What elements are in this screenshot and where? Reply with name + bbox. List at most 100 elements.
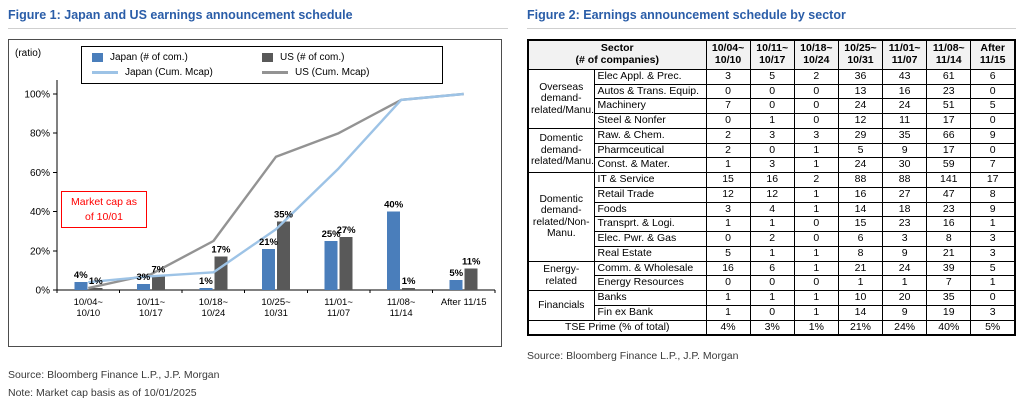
count-cell: 3 xyxy=(749,157,795,174)
bar-japan xyxy=(324,241,338,291)
legend-item: Japan (Cum. Mcap) xyxy=(92,67,262,78)
sector-group-cell: Energy-related xyxy=(527,260,595,292)
tse-prime-value: 5% xyxy=(970,319,1016,336)
sector-row: Machinery 7 0 0 24 24 51 5 xyxy=(528,98,1016,115)
sector-row: Domentic demand-related/Manu. Raw. & Chem… xyxy=(527,127,1016,174)
count-cell: 16 xyxy=(749,172,795,188)
count-cell: 2 xyxy=(705,142,751,159)
legend-item: US (# of com.) xyxy=(262,52,432,63)
count-cell: 1 xyxy=(793,186,839,203)
count-cell: 17 xyxy=(926,113,972,129)
japan-bar-label: 4% xyxy=(74,271,88,282)
bar-us xyxy=(89,288,103,291)
count-cell: 29 xyxy=(837,127,884,144)
sector-row: Elec. Pwr. & Gas 0 2 0 6 3 8 3 xyxy=(528,231,1016,247)
x-tick-label: After 11/15 xyxy=(441,297,487,308)
japan-bar-label: 21% xyxy=(259,237,279,248)
sector-name-cell: Real Estate xyxy=(593,245,707,262)
count-cell: 0 xyxy=(749,83,795,100)
sector-group-cell: Domentic demand-related/Manu. xyxy=(527,127,595,174)
sector-name-cell: Retail Trade xyxy=(593,186,707,203)
count-cell: 16 xyxy=(926,216,972,233)
week-column-header: 10/25~ 10/31 xyxy=(837,39,884,70)
count-cell: 18 xyxy=(882,201,928,218)
figure1-title: Figure 1: Japan and US earnings announce… xyxy=(8,5,508,30)
count-cell: 1 xyxy=(793,201,839,218)
cum-mcap-lines xyxy=(88,93,464,290)
sector-name-cell: Energy Resources xyxy=(593,275,707,292)
count-cell: 7 xyxy=(970,157,1016,174)
x-axis-labels: 10/04~10/1010/11~10/1710/18~10/2410/25~1… xyxy=(74,297,487,319)
count-cell: 0 xyxy=(793,275,839,292)
legend-line-swatch xyxy=(92,71,118,75)
count-cell: 88 xyxy=(837,172,884,188)
count-cell: 0 xyxy=(705,275,751,292)
sector-name-cell: Elec. Pwr. & Gas xyxy=(593,231,707,247)
count-cell: 1 xyxy=(705,304,751,321)
count-cell: 13 xyxy=(837,83,884,100)
x-tick-label: 10/04~ xyxy=(74,297,104,308)
figure1-chart-area: (ratio) 0% 20% 40% 60% 80% 100% 4% 1% 3% 7% 1% 17% 21… xyxy=(8,39,502,348)
count-cell: 6 xyxy=(749,260,795,277)
count-cell: 21 xyxy=(837,260,884,277)
japan-bar-label: 3% xyxy=(136,272,150,283)
bars xyxy=(74,211,478,291)
y-tick-label: 100% xyxy=(24,90,50,101)
count-cell: 0 xyxy=(970,113,1016,129)
count-cell: 51 xyxy=(926,98,972,115)
count-cell: 1 xyxy=(705,157,751,174)
legend-item: US (Cum. Mcap) xyxy=(262,67,432,78)
count-cell: 17 xyxy=(970,172,1016,188)
market-cap-annotation: Market cap as of 10/01 xyxy=(61,191,147,228)
count-cell: 12 xyxy=(705,186,751,203)
count-cell: 2 xyxy=(793,68,839,85)
count-cell: 12 xyxy=(837,113,884,129)
tse-prime-value: 1% xyxy=(793,319,839,336)
count-cell: 0 xyxy=(793,83,839,100)
legend-label: US (# of com.) xyxy=(280,52,345,64)
y-tick-label: 60% xyxy=(30,168,50,179)
count-cell: 5 xyxy=(705,245,751,262)
count-cell: 24 xyxy=(837,98,884,115)
count-cell: 3 xyxy=(705,201,751,218)
count-cell: 9 xyxy=(970,127,1016,144)
chart-legend: Japan (# of com.) US (# of com.) Japan (Cu… xyxy=(81,46,443,85)
count-cell: 3 xyxy=(705,68,751,85)
figure2: Figure 2: Earnings announcement schedule… xyxy=(527,5,1016,364)
x-tick-label: 10/17 xyxy=(139,308,163,319)
count-cell: 6 xyxy=(970,68,1016,85)
figure2-title: Figure 2: Earnings announcement schedule… xyxy=(527,5,1016,30)
count-cell: 0 xyxy=(705,113,751,129)
count-cell: 43 xyxy=(882,68,928,85)
legend-item: Japan (# of com.) xyxy=(92,52,262,63)
count-cell: 9 xyxy=(882,142,928,159)
count-cell: 0 xyxy=(749,304,795,321)
tse-prime-value: 4% xyxy=(705,319,751,336)
count-cell: 16 xyxy=(705,260,751,277)
count-cell: 36 xyxy=(837,68,884,85)
sector-name-cell: Machinery xyxy=(593,98,707,115)
count-cell: 7 xyxy=(926,275,972,292)
count-cell: 0 xyxy=(749,275,795,292)
tse-prime-row: TSE Prime (% of total) 4% 3% 1% 21% 24% 40% 5% xyxy=(527,319,1016,336)
week-column-header: 11/01~ 11/07 xyxy=(882,39,928,70)
sector-row: Retail Trade 12 12 1 16 27 47 8 xyxy=(528,186,1016,203)
count-cell: 4 xyxy=(749,201,795,218)
week-column-header: After 11/15 xyxy=(970,39,1016,70)
count-cell: 88 xyxy=(882,172,928,188)
count-cell: 0 xyxy=(749,142,795,159)
count-cell: 3 xyxy=(882,231,928,247)
x-tick-label: 11/01~ xyxy=(324,297,353,308)
bar-us xyxy=(277,221,290,291)
sector-name-cell: IT & Service xyxy=(593,172,707,188)
sector-group-cell: Overseas demand-related/Manu. xyxy=(527,68,595,129)
japan-bar-label: 40% xyxy=(384,200,404,211)
count-cell: 23 xyxy=(926,201,972,218)
count-cell: 141 xyxy=(926,172,972,188)
count-cell: 21 xyxy=(926,245,972,262)
tse-prime-value: 40% xyxy=(926,319,972,336)
count-cell: 1 xyxy=(749,216,795,233)
bar-us xyxy=(402,288,416,291)
count-cell: 35 xyxy=(926,290,972,306)
bar-japan xyxy=(449,280,463,291)
